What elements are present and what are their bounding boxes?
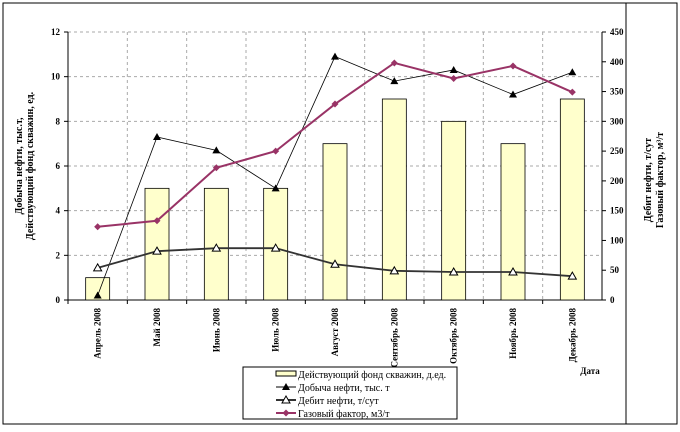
legend-label: Действующий фонд скважин, д.ед. (298, 370, 446, 381)
bar-4 (322, 143, 348, 301)
x-tick-label: Май 2008 (152, 308, 162, 347)
point-dobycha-6 (449, 65, 458, 73)
x-tick-label: Июнь 2008 (211, 308, 221, 353)
chart-border (2, 2, 678, 425)
x-tick-label: Декабрь 2008 (567, 308, 577, 363)
point-debit-6 (448, 267, 459, 276)
y-axis-title-left: Добыча нефти, тыс.т, (14, 117, 25, 215)
x-tick-label: Июль 2008 (271, 308, 281, 352)
tick-label-right: 400 (610, 57, 624, 67)
point-dobycha-legend (282, 383, 290, 390)
tick-label-left: 12 (51, 27, 61, 37)
tick-label-left: 4 (56, 206, 61, 216)
legend-label: Дебит нефти, т/сут (298, 396, 379, 407)
x-tick-label: Апрель 2008 (93, 308, 103, 359)
tick-label-right: 0 (610, 295, 615, 305)
point-dobycha-7 (509, 90, 517, 98)
point-dobycha-8 (568, 68, 577, 76)
y-axis-title-right: Газовый фактор, м³/т (655, 132, 666, 228)
point-debit-1 (152, 246, 162, 255)
tick-label-left: 2 (56, 250, 61, 260)
x-tick-label: Октябрь 2008 (449, 308, 459, 364)
tick-label-left: 0 (56, 295, 61, 305)
bar-8 (559, 98, 585, 301)
point-gas-legend (282, 409, 290, 417)
tick-label-right: 250 (610, 146, 624, 156)
x-tick-label: Август 2008 (330, 308, 340, 357)
point-gas-4 (331, 100, 339, 108)
tick-label-right: 300 (610, 116, 624, 126)
y-axis-title-left: Действующий фонд скважин, ед. (25, 91, 36, 240)
y-axis-title-right: Дебит нефти, т/сут (643, 138, 654, 223)
tick-label-right: 100 (610, 235, 624, 245)
bar-1 (144, 187, 170, 301)
point-dobycha-2 (212, 146, 221, 154)
x-axis-title: Дата (580, 366, 600, 376)
point-debit-5 (389, 265, 400, 275)
point-debit-legend (281, 394, 291, 404)
bar-0 (85, 277, 111, 301)
point-dobycha-0 (93, 291, 102, 299)
tick-label-right: 450 (610, 27, 624, 37)
tick-label-left: 10 (51, 72, 61, 82)
point-gas-6 (450, 74, 458, 82)
x-tick-label: Сентябрь 2008 (389, 308, 399, 368)
point-gas-8 (568, 88, 576, 96)
tick-label-right: 50 (610, 265, 620, 275)
point-gas-7 (509, 62, 517, 70)
point-dobycha-3 (271, 184, 280, 192)
point-dobycha-1 (153, 132, 161, 140)
tick-label-left: 6 (56, 161, 61, 171)
point-dobycha-4 (331, 52, 339, 60)
point-gas-5 (390, 59, 398, 67)
point-gas-1 (153, 217, 161, 225)
point-debit-2 (211, 243, 222, 252)
legend-swatch-bar (275, 370, 297, 377)
x-tick-label: Ноябрь 2008 (508, 308, 518, 359)
tick-label-right: 200 (610, 176, 624, 186)
point-gas-0 (94, 223, 102, 231)
point-debit-7 (508, 267, 518, 276)
bar-7 (500, 143, 526, 301)
point-debit-3 (270, 243, 281, 252)
point-dobycha-5 (390, 77, 399, 85)
point-debit-4 (330, 259, 340, 268)
tick-label-right: 150 (610, 206, 624, 216)
tick-label-left: 8 (56, 116, 61, 126)
point-debit-0 (92, 262, 103, 272)
point-gas-3 (272, 147, 280, 155)
tick-label-right: 350 (610, 87, 624, 97)
legend-label: Газовый фактор, м3/т (298, 409, 390, 420)
point-debit-8 (567, 271, 578, 280)
point-gas-2 (212, 164, 220, 172)
legend-label: Добыча нефти, тыс. т (298, 383, 390, 394)
